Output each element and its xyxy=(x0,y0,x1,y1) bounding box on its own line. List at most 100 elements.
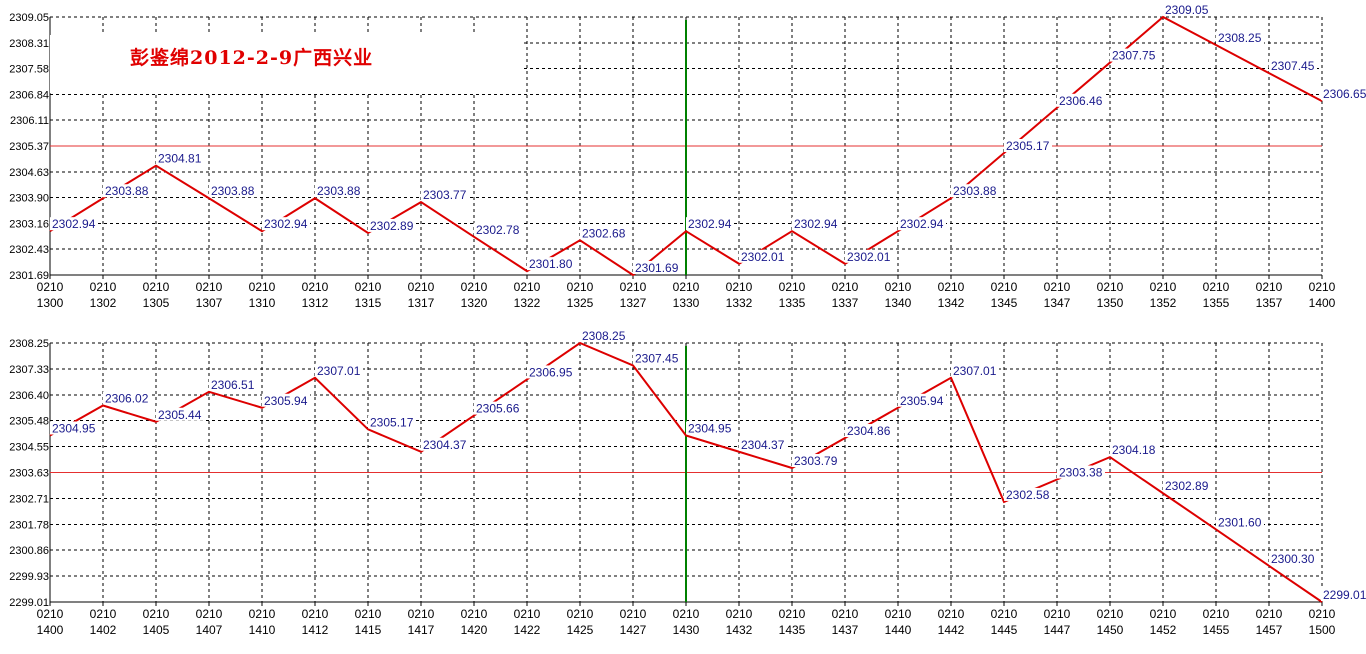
point-label: 2304.37 xyxy=(423,438,467,452)
x-tick-label: 0210 1420 xyxy=(461,607,488,637)
point-label: 2308.25 xyxy=(582,329,626,343)
point-label-bg xyxy=(209,184,257,198)
x-tick-label: 0210 1422 xyxy=(514,607,541,637)
x-tick-label: 0210 1407 xyxy=(196,607,223,637)
point-label: 2304.95 xyxy=(688,422,732,436)
point-label: 2305.17 xyxy=(370,415,414,429)
point-label: 2307.01 xyxy=(953,364,997,378)
point-label-bg xyxy=(739,249,787,263)
x-tick-label: 0210 1450 xyxy=(1097,607,1124,637)
x-tick-label: 0210 1310 xyxy=(249,280,276,310)
point-label: 2306.51 xyxy=(211,378,255,392)
point-label-bg xyxy=(898,393,946,407)
point-label: 2306.02 xyxy=(105,392,149,406)
point-label-bg xyxy=(1110,443,1158,457)
point-label: 2303.77 xyxy=(423,188,467,202)
x-tick-label: 0210 1340 xyxy=(885,280,912,310)
y-tick-label: 2308.31 xyxy=(9,38,49,50)
x-tick-label: 0210 1307 xyxy=(196,280,223,310)
point-label: 2305.94 xyxy=(264,394,308,408)
point-label-bg xyxy=(686,421,734,435)
x-tick-label: 0210 1430 xyxy=(673,607,700,637)
x-tick-label: 0210 1350 xyxy=(1097,280,1124,310)
point-label: 2302.01 xyxy=(741,250,785,264)
x-tick-label: 0210 1337 xyxy=(832,280,859,310)
x-tick-label: 0210 1317 xyxy=(408,280,435,310)
point-label-bg xyxy=(368,218,416,232)
point-label-bg xyxy=(262,217,310,231)
point-label: 2305.94 xyxy=(900,394,944,408)
point-label-bg xyxy=(1321,87,1366,101)
x-tick-label: 0210 1417 xyxy=(408,607,435,637)
x-tick-label: 0210 1327 xyxy=(620,280,647,310)
x-tick-label: 0210 1457 xyxy=(1256,607,1283,637)
point-label: 2302.94 xyxy=(900,217,944,231)
point-label: 2304.95 xyxy=(52,422,96,436)
point-label: 2299.01 xyxy=(1323,588,1366,602)
title-box: 彭鉴绵2012-2-9广西兴业 xyxy=(50,35,522,93)
panel-top: 2309.05 2308.31 2307.58 2306.84 2306.11 2305.… xyxy=(9,3,1366,310)
x-tick-label: 0210 1402 xyxy=(90,607,117,637)
y-tick-label: 2301.78 xyxy=(9,519,49,531)
point-label: 2308.25 xyxy=(1218,31,1262,45)
x-tick-label: 0210 1330 xyxy=(673,280,700,310)
point-label: 2302.01 xyxy=(847,250,891,264)
point-label: 2300.30 xyxy=(1271,552,1315,566)
y-tick-label: 2303.16 xyxy=(9,218,49,230)
x-tick-label: 0210 1415 xyxy=(355,607,382,637)
point-label-bg xyxy=(845,249,893,263)
y-tick-label: 2309.05 xyxy=(9,12,49,24)
x-tick-label: 0210 1447 xyxy=(1044,607,1071,637)
x-tick-label: 0210 1435 xyxy=(779,607,806,637)
y-tick-label: 2308.25 xyxy=(9,338,49,350)
x-tick-label: 0210 1452 xyxy=(1150,607,1177,637)
point-label-bg xyxy=(103,184,151,198)
y-tick-label: 2302.43 xyxy=(9,244,49,256)
y-tick-label: 2304.55 xyxy=(9,442,49,454)
x-tick-label: 0210 1345 xyxy=(991,280,1018,310)
y-tick-label: 2306.84 xyxy=(9,89,49,101)
point-label-bg xyxy=(739,437,787,451)
point-label-bg xyxy=(580,226,628,240)
point-label-bg xyxy=(1163,479,1211,493)
y-tick-label: 2302.71 xyxy=(9,493,49,505)
y-tick-label: 2307.58 xyxy=(9,64,49,76)
x-tick-label: 0210 1322 xyxy=(514,280,541,310)
x-tick-label: 0210 1427 xyxy=(620,607,647,637)
point-label-bg xyxy=(315,363,363,377)
point-label-bg xyxy=(527,257,575,271)
point-label: 2303.88 xyxy=(211,184,255,198)
x-tick-label: 0210 1352 xyxy=(1150,280,1177,310)
point-label-bg xyxy=(580,329,628,342)
series-line xyxy=(49,15,1323,277)
point-label-bg xyxy=(50,217,98,231)
point-label: 2302.94 xyxy=(688,217,732,231)
point-label-bg xyxy=(792,454,840,468)
point-label: 2307.01 xyxy=(317,364,361,378)
point-label: 2303.79 xyxy=(794,454,838,468)
point-label: 2301.60 xyxy=(1218,515,1262,529)
x-tick-label: 0210 1445 xyxy=(991,607,1018,637)
y-tick-label: 2304.63 xyxy=(9,167,49,179)
y-tick-label: 2300.86 xyxy=(9,545,49,557)
point-label-bg xyxy=(686,217,734,231)
point-label: 2302.89 xyxy=(1165,479,1209,493)
point-label: 2306.65 xyxy=(1323,87,1366,101)
x-tick-label: 0210 1335 xyxy=(779,280,806,310)
point-label: 2304.81 xyxy=(158,152,202,166)
point-label-bg xyxy=(1269,551,1317,565)
point-label: 2304.86 xyxy=(847,424,891,438)
x-tick-label: 0210 1432 xyxy=(726,607,753,637)
point-label-bg xyxy=(209,377,257,391)
point-label: 2302.94 xyxy=(794,217,838,231)
y-tick-label: 2301.69 xyxy=(9,270,49,282)
y-tick-label: 2306.11 xyxy=(10,115,49,127)
point-label-bg xyxy=(1004,139,1052,153)
point-label: 2302.89 xyxy=(370,219,414,233)
x-tick-label: 0210 1410 xyxy=(249,607,276,637)
y-tick-label: 2303.90 xyxy=(9,193,49,205)
point-label-bg xyxy=(1057,465,1105,479)
point-label-bg xyxy=(368,415,416,429)
point-label-bg xyxy=(898,217,946,231)
